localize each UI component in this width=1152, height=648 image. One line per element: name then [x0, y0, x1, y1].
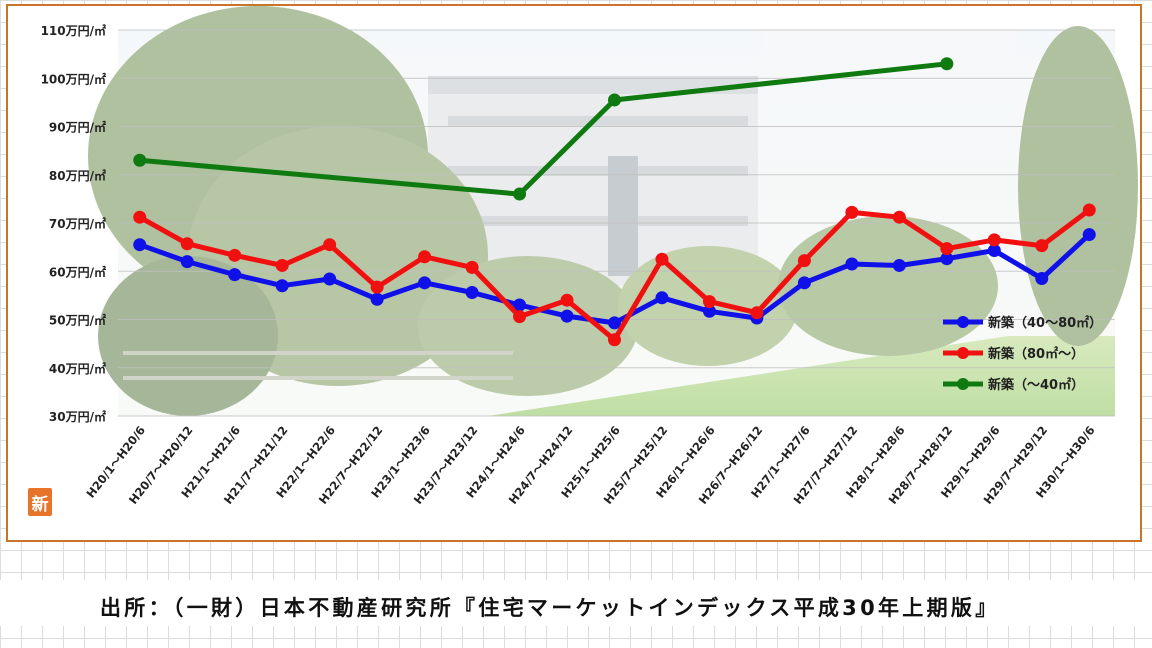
legend-label: 新築（80㎡～）: [988, 346, 1084, 362]
source-note: 出所：（一財）日本不動産研究所『住宅マーケットインデックス平成30年上期版』: [100, 596, 1000, 620]
data-point: [513, 298, 527, 312]
data-point: [1035, 239, 1049, 253]
y-tick-label: 90万円/㎡: [49, 120, 106, 135]
y-tick-label: 60万円/㎡: [49, 264, 106, 279]
data-point: [418, 250, 432, 264]
data-point: [608, 316, 621, 330]
logo-badge: 新: [28, 488, 52, 516]
y-tick-label: 110万円/㎡: [41, 23, 106, 38]
data-point: [513, 187, 527, 201]
line-chart: 30万円/㎡ 40万円/㎡ 50万円/㎡ 60万円/㎡ 70万円/㎡ 80万円/㎡ 90万円…: [41, 6, 1138, 507]
data-point: [228, 268, 242, 282]
data-point: [1035, 271, 1049, 285]
data-point: [133, 153, 147, 167]
data-point: [702, 295, 716, 309]
series-line: [139, 61, 948, 197]
data-point: [608, 93, 621, 107]
data-point: [750, 306, 764, 320]
data-point: [370, 280, 384, 294]
legend-label: 新築（～40㎡）: [988, 377, 1084, 393]
data-point: [845, 205, 859, 219]
legend-marker: [957, 378, 969, 390]
data-point: [940, 57, 954, 71]
data-point: [892, 210, 906, 224]
legend-marker: [957, 347, 969, 359]
data-point: [133, 210, 147, 224]
data-point: [465, 260, 479, 274]
data-point: [987, 244, 1001, 258]
data-point: [987, 233, 1001, 247]
data-point: [418, 276, 432, 290]
y-tick-label: 100万円/㎡: [41, 71, 106, 86]
data-point: [180, 255, 194, 269]
data-point: [323, 272, 337, 286]
legend-label: 新築（40～80㎡）: [988, 315, 1102, 331]
data-point: [702, 304, 716, 318]
data-point: [845, 257, 859, 271]
data-point: [133, 238, 147, 252]
y-tick-label: 50万円/㎡: [49, 313, 106, 328]
data-point: [180, 237, 194, 251]
data-point: [275, 258, 289, 272]
data-point: [228, 248, 242, 262]
data-point: [940, 252, 954, 266]
data-point: [560, 309, 574, 323]
data-point: [797, 254, 811, 268]
data-point: [370, 292, 384, 306]
y-tick-label: 70万円/㎡: [49, 216, 106, 231]
data-point: [655, 291, 669, 305]
y-tick-label: 40万円/㎡: [49, 361, 106, 376]
y-tick-label: 80万円/㎡: [49, 168, 106, 183]
data-point: [1082, 228, 1096, 242]
data-point: [797, 276, 811, 290]
data-point: [560, 293, 574, 307]
legend-marker: [957, 316, 969, 328]
source-area: [0, 580, 1152, 626]
data-point: [275, 279, 289, 293]
data-point: [940, 242, 954, 256]
data-point: [892, 258, 906, 272]
data-point: [1082, 203, 1096, 217]
y-tick-label: 30万円/㎡: [49, 409, 106, 424]
data-point: [465, 285, 479, 299]
data-point: [655, 252, 669, 266]
data-point: [513, 310, 527, 324]
data-point: [608, 333, 621, 347]
data-point: [323, 238, 337, 252]
chart-frame: 30万円/㎡ 40万円/㎡ 50万円/㎡ 60万円/㎡ 70万円/㎡ 80万円/㎡ 90万円…: [6, 4, 1142, 542]
